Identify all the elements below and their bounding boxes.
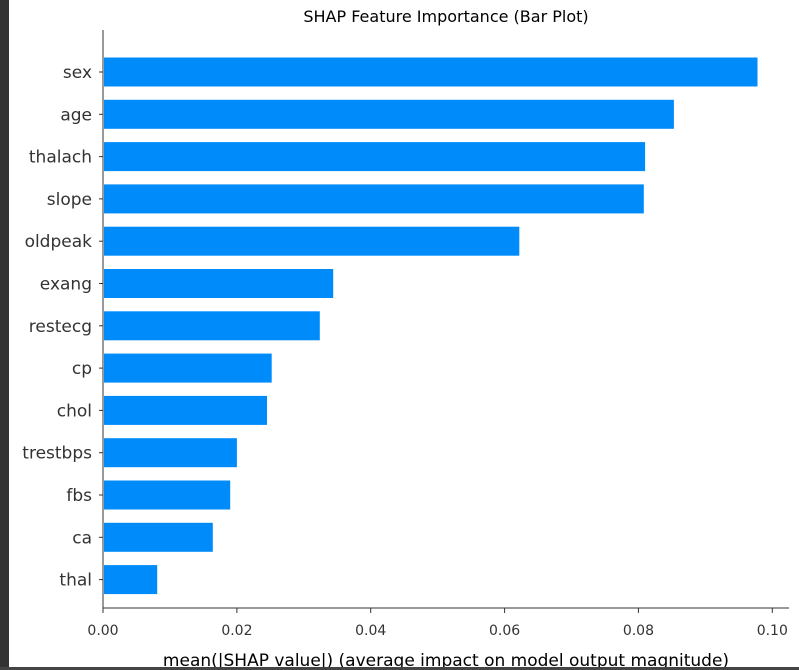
bar-ca <box>104 522 213 552</box>
y-tick-label-oldpeak: oldpeak <box>25 232 93 252</box>
y-tick-label-exang: exang <box>40 275 92 295</box>
y-tick-label-thalach: thalach <box>29 148 92 168</box>
y-tick-label-chol: chol <box>57 401 92 421</box>
bars-group <box>104 57 758 595</box>
y-tick-labels: sex age thalach slope oldpeak exang restecg cp c… <box>22 63 103 591</box>
x-axis-label: mean(|SHAP value|) (average impact on mo… <box>163 651 729 667</box>
y-tick-label-age: age <box>60 105 92 125</box>
bar-sex <box>104 57 758 87</box>
y-tick-label-slope: slope <box>47 190 92 210</box>
bar-thal <box>104 565 158 595</box>
bar-chol <box>104 395 267 425</box>
x-tick-label: 0.00 <box>87 623 118 639</box>
bar-cp <box>104 353 272 383</box>
x-tick-label: 0.08 <box>623 623 654 639</box>
x-tick-label: 0.04 <box>355 623 386 639</box>
y-tick-label-restecg: restecg <box>29 317 92 337</box>
window-frame-bottom <box>0 667 799 670</box>
y-tick-label-trestbps: trestbps <box>22 444 92 464</box>
bar-thalach <box>104 142 646 172</box>
bar-age <box>104 99 674 129</box>
bar-restecg <box>104 311 320 341</box>
bar-oldpeak <box>104 226 520 256</box>
bar-trestbps <box>104 438 237 468</box>
x-axis-ticks: 0.00 0.02 0.04 0.06 0.08 0.10 <box>87 608 788 639</box>
bar-slope <box>104 184 644 214</box>
x-tick-label: 0.06 <box>489 623 520 639</box>
x-tick-label: 0.10 <box>757 623 788 639</box>
y-tick-label-ca: ca <box>72 528 92 548</box>
bar-exang <box>104 269 334 298</box>
y-tick-label-sex: sex <box>63 63 92 83</box>
y-tick-label-cp: cp <box>72 359 92 379</box>
bar-fbs <box>104 480 231 510</box>
window-frame-left <box>0 0 9 670</box>
chart-title: SHAP Feature Importance (Bar Plot) <box>303 7 588 26</box>
y-tick-label-fbs: fbs <box>66 486 92 506</box>
y-tick-label-thal: thal <box>59 571 92 591</box>
x-tick-label: 0.02 <box>221 623 252 639</box>
